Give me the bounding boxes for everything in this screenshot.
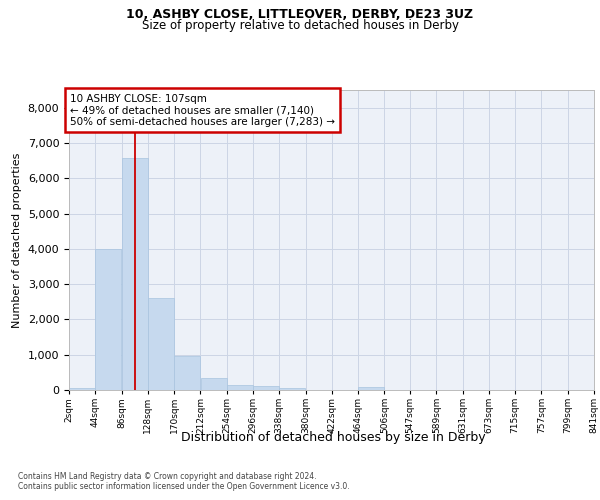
Text: Size of property relative to detached houses in Derby: Size of property relative to detached ho… [142,18,458,32]
Bar [253,386,279,390]
Bar [200,378,227,390]
Y-axis label: Number of detached properties: Number of detached properties [12,152,22,328]
Text: Contains public sector information licensed under the Open Government Licence v3: Contains public sector information licen… [18,482,350,491]
Bar [95,249,121,390]
Bar [122,158,148,390]
Text: 10, ASHBY CLOSE, LITTLEOVER, DERBY, DE23 3UZ: 10, ASHBY CLOSE, LITTLEOVER, DERBY, DE23… [127,8,473,20]
Bar [358,387,384,390]
Bar [174,356,200,390]
Bar [280,388,305,390]
Bar [69,388,95,390]
Bar [227,386,253,390]
Text: 10 ASHBY CLOSE: 107sqm
← 49% of detached houses are smaller (7,140)
50% of semi-: 10 ASHBY CLOSE: 107sqm ← 49% of detached… [70,94,335,126]
Text: Distribution of detached houses by size in Derby: Distribution of detached houses by size … [181,431,485,444]
Text: Contains HM Land Registry data © Crown copyright and database right 2024.: Contains HM Land Registry data © Crown c… [18,472,317,481]
Bar [148,298,174,390]
